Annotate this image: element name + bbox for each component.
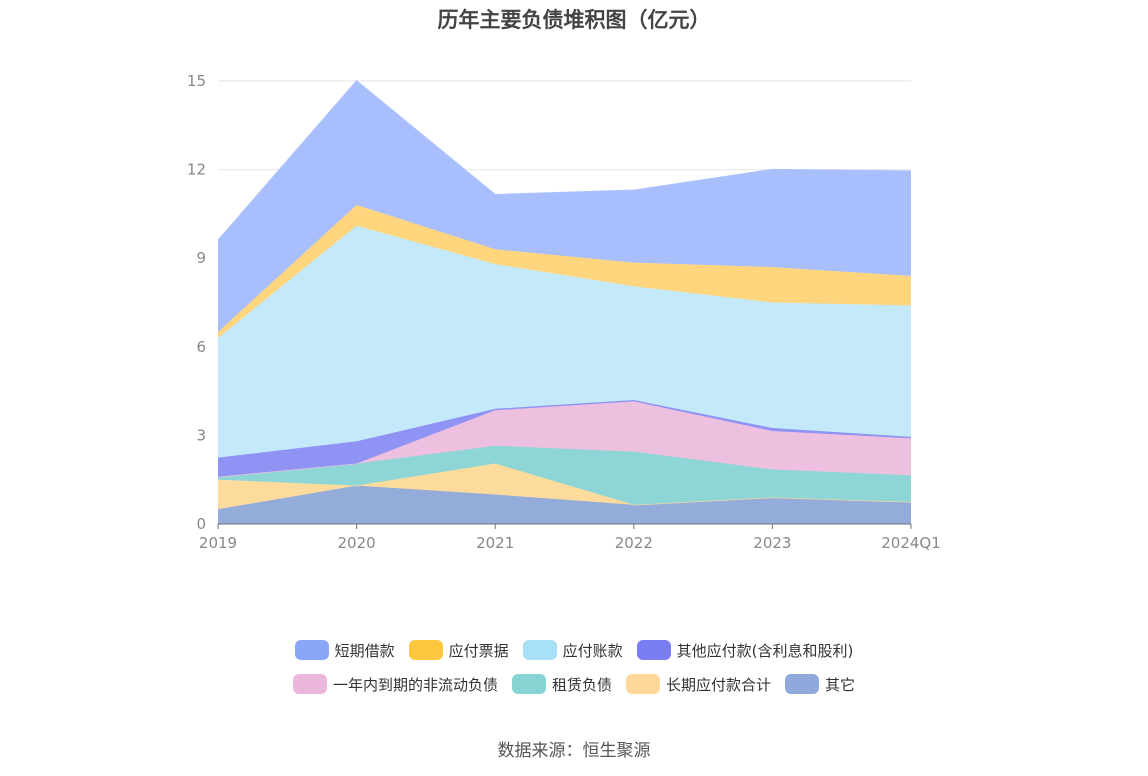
legend-label: 其它: [825, 675, 856, 694]
legend-label: 长期应付款合计: [666, 675, 772, 694]
x-tick-label: 2021: [476, 534, 514, 552]
legend-label: 一年内到期的非流动负债: [332, 675, 498, 694]
stacked-area-chart: 0 3 6 9 12 15 2019 2020 2021 2022 2023 2024Q1: [187, 72, 941, 552]
legend-item[interactable]: 应付账款: [522, 640, 623, 661]
x-tick-label: 2023: [753, 534, 791, 552]
legend-item[interactable]: 其他应付款(含利息和股利): [636, 640, 854, 661]
area-series-6: [218, 205, 911, 338]
legend-label: 租赁负债: [551, 675, 612, 694]
legend-row: 短期借款 应付票据 应付账款 其他应付款(含利息和股利): [0, 638, 1148, 662]
data-source: 数据来源：恒生聚源: [497, 741, 651, 761]
legend-label: 短期借款: [334, 641, 395, 660]
legend-item[interactable]: 长期应付款合计: [626, 674, 771, 695]
legend-row: 一年内到期的非流动负债 租赁负债 长期应付款合计 其它: [0, 672, 1148, 696]
legend-item[interactable]: 短期借款: [294, 640, 395, 661]
legend-swatch: [626, 674, 660, 694]
area-series-0: [218, 485, 911, 524]
legend-item[interactable]: 其它: [785, 674, 855, 695]
y-tick-label: 6: [196, 338, 206, 356]
y-tick-label: 3: [196, 426, 206, 444]
area-series-2: [218, 445, 911, 505]
x-tick-label: 2022: [615, 534, 653, 552]
legend-swatch: [522, 640, 557, 660]
y-tick-label: 15: [187, 72, 206, 90]
legend-swatch: [785, 674, 820, 694]
x-tick-label: 2024Q1: [881, 534, 941, 552]
x-tick-label: 2020: [338, 534, 376, 552]
area-series-5: [218, 225, 911, 458]
y-tick-label: 9: [196, 249, 206, 267]
legend-item[interactable]: 租赁负债: [511, 674, 612, 695]
legend-label: 应付账款: [562, 641, 623, 660]
area-series-4: [218, 400, 911, 477]
y-tick-label: 12: [187, 161, 206, 179]
area-series-1: [218, 463, 911, 510]
legend-item[interactable]: 一年内到期的非流动负债: [292, 674, 498, 695]
y-tick-label: 0: [196, 515, 206, 533]
legend-label: 其他应付款(含利息和股利): [676, 641, 854, 660]
area-series-3: [218, 401, 911, 477]
axes: 0 3 6 9 12 15 2019 2020 2021 2022 2023 2024Q1: [187, 72, 941, 552]
legend-item[interactable]: 应付票据: [408, 640, 509, 661]
legend-swatch: [292, 674, 327, 694]
legend-swatch: [511, 674, 546, 694]
area-series: [217, 79, 912, 524]
area-series-7: [218, 81, 911, 332]
legend-swatch: [636, 640, 671, 660]
legend-label: 应付票据: [448, 641, 509, 660]
legend-swatch: [294, 640, 329, 660]
area-series-edge-7: [217, 79, 912, 241]
area-series-edge-3: [217, 400, 912, 478]
x-tick-label: 2019: [199, 534, 237, 552]
legend-swatch: [408, 640, 443, 660]
legend: 短期借款 应付票据 应付账款 其他应付款(含利息和股利) 一年内到期的非流动负债 租赁负债…: [0, 638, 1148, 706]
chart-title: 历年主要负债堆积图（亿元）: [437, 8, 711, 32]
